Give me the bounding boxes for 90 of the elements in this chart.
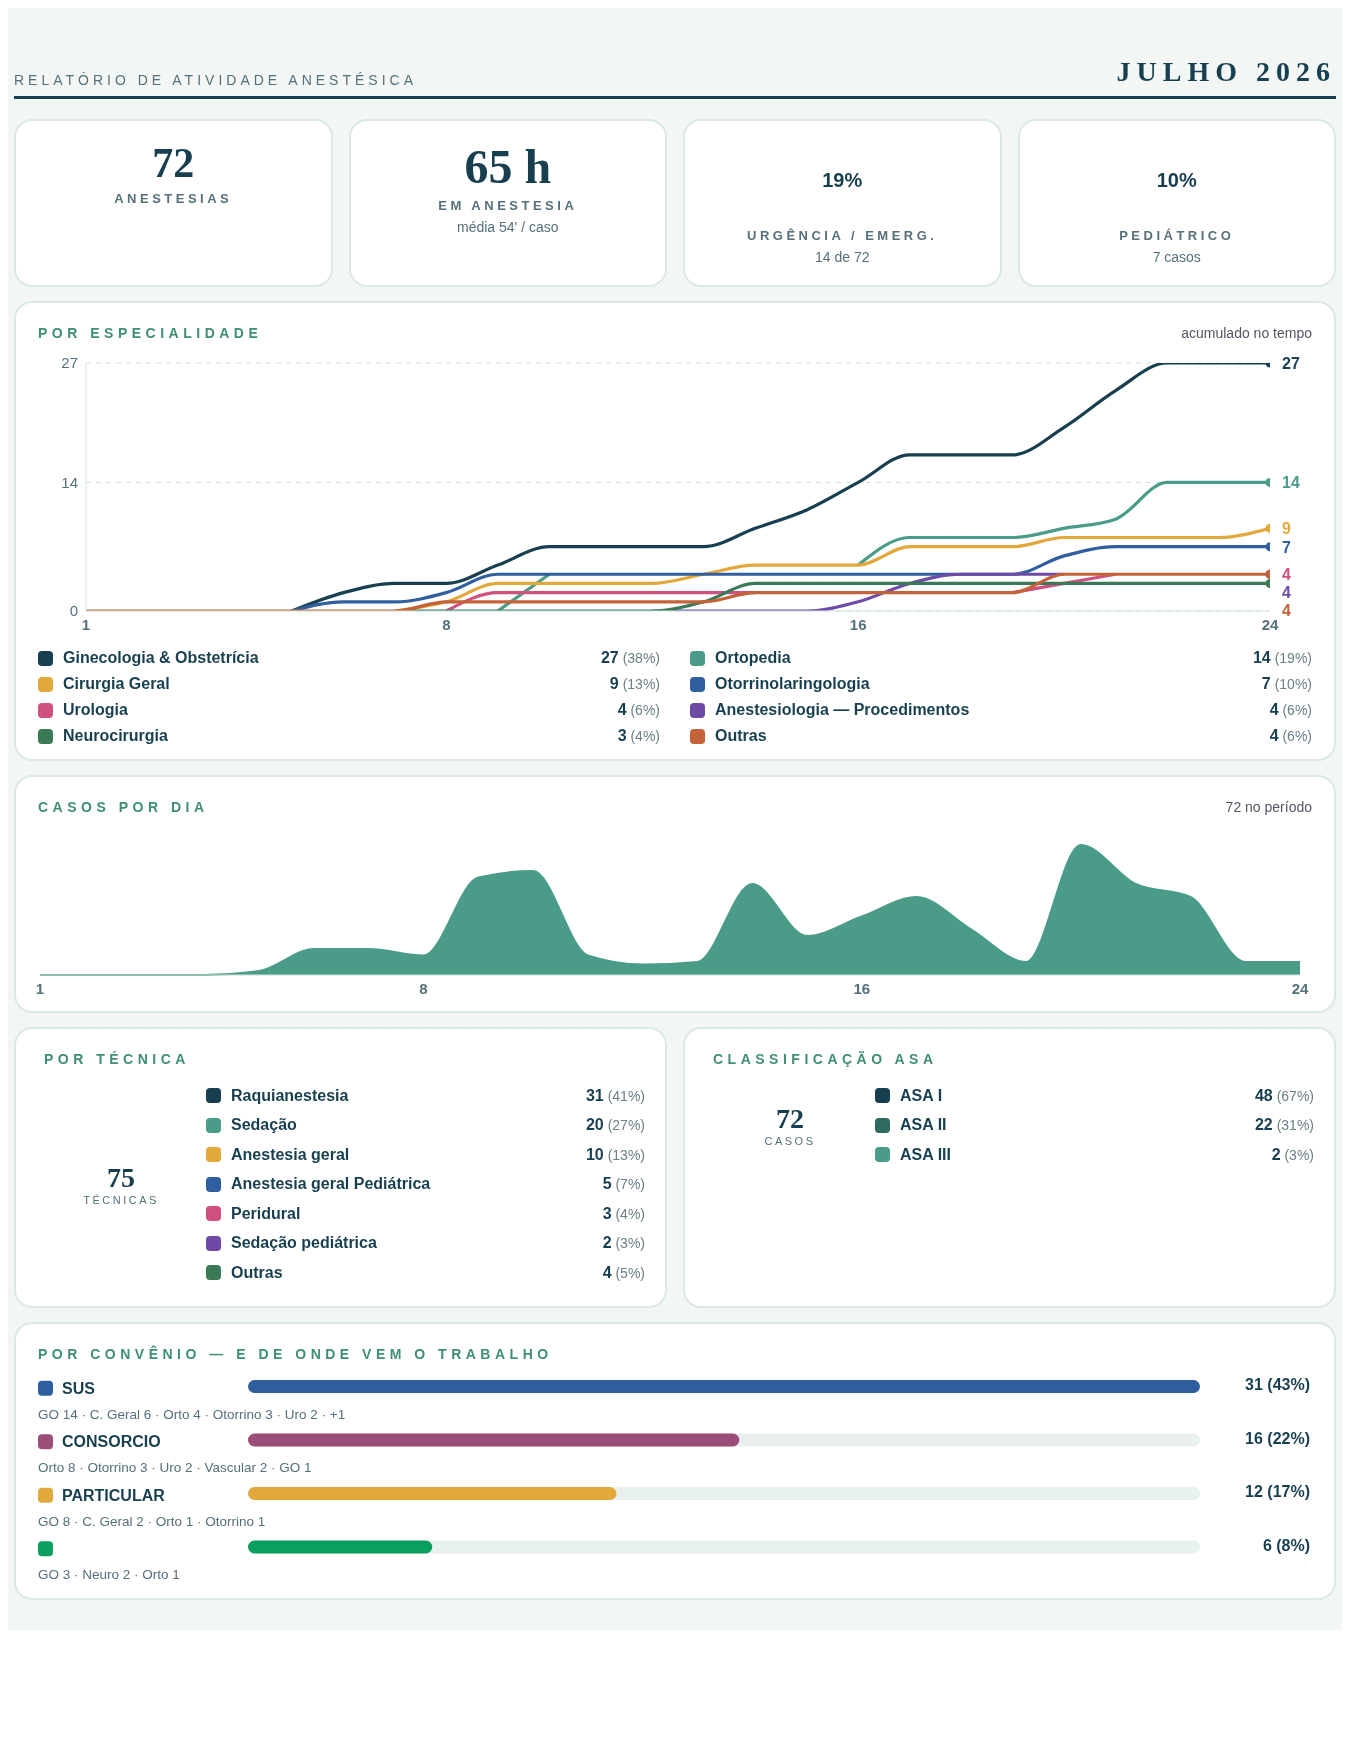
data-label: 31 (43%) bbox=[1245, 1375, 1310, 1393]
category-label: Outras bbox=[231, 1263, 284, 1282]
legend-label: Otorrinolaringologia bbox=[715, 675, 871, 693]
annotation: GO 14 · C. Geral 6 · Orto 4 · Otorrino 3 · Uro 2 · +1 bbox=[38, 1406, 346, 1422]
data-label: 9 bbox=[1282, 520, 1291, 538]
legend-label: Cirurgia Geral bbox=[63, 675, 171, 693]
bar bbox=[248, 1540, 433, 1553]
y-tick-label: CONSORCIO bbox=[62, 1432, 161, 1450]
y-tick-label: 0 bbox=[69, 602, 78, 620]
text: CASOS bbox=[763, 1135, 817, 1148]
chart-title: POR ESPECIALIDADE bbox=[38, 325, 263, 341]
x-tick-label: 1 bbox=[35, 979, 45, 997]
category-label: EM ANESTESIA bbox=[437, 198, 579, 213]
chart-title: POR CONVÊNIO — E DE ONDE VEM O TRABALHO bbox=[38, 1345, 553, 1362]
category-label: ASA I bbox=[900, 1086, 944, 1105]
category-label: Anestesia geral Pediátrica bbox=[231, 1175, 432, 1194]
text: JULHO 2026 bbox=[1116, 56, 1336, 88]
legend-label: Outras bbox=[715, 727, 768, 745]
chart-subtitle: 72 no período bbox=[1225, 799, 1312, 815]
text: RELATÓRIO DE ATIVIDADE ANESTÉSICA bbox=[14, 72, 417, 88]
data-label: 14 bbox=[1282, 474, 1300, 492]
text: CLASSIFICAÇÃO ASA bbox=[713, 1051, 938, 1067]
data-label: 7 bbox=[1282, 538, 1291, 556]
text: 2 (3%) bbox=[602, 1234, 645, 1252]
text: 72 bbox=[152, 140, 195, 186]
legend-label: Ginecologia & Obstetrícia bbox=[63, 649, 260, 667]
y-tick-label: SUS bbox=[62, 1379, 96, 1397]
text: 14 (19%) bbox=[1252, 649, 1312, 666]
category-label: ASA II bbox=[900, 1116, 948, 1135]
text: 10% bbox=[1156, 169, 1197, 191]
text: 31 (41%) bbox=[585, 1086, 645, 1104]
y-tick-label: PARTICULAR bbox=[62, 1486, 166, 1504]
category-label: Raquianestesia bbox=[231, 1086, 350, 1105]
text: 48 (67%) bbox=[1254, 1086, 1314, 1104]
text: 3 (4%) bbox=[602, 1204, 645, 1222]
data-label: 12 (17%) bbox=[1245, 1482, 1310, 1500]
y-tick-label: 27 bbox=[61, 354, 78, 372]
y-tick-label: 14 bbox=[61, 473, 78, 491]
text: 4 (6%) bbox=[617, 701, 660, 718]
text: 9 (13%) bbox=[609, 675, 660, 692]
text: 5 (7%) bbox=[602, 1175, 645, 1193]
chart-subtitle: acumulado no tempo bbox=[1181, 325, 1312, 341]
annotation: Orto 8 · Otorrino 3 · Uro 2 · Vascular 2 · GO 1 bbox=[38, 1459, 312, 1475]
text: 7 casos bbox=[1151, 249, 1202, 265]
text: 3 (4%) bbox=[617, 727, 660, 744]
category-label: ANESTESIAS bbox=[113, 191, 234, 206]
data-label: 4 bbox=[1282, 584, 1291, 602]
x-tick-label: 8 bbox=[419, 979, 428, 997]
x-tick-label: 16 bbox=[853, 979, 871, 997]
legend-label: Urologia bbox=[63, 701, 129, 719]
x-tick-label: 1 bbox=[81, 615, 91, 633]
x-tick-label: 24 bbox=[1261, 615, 1279, 633]
legend-label: Neurocirurgia bbox=[63, 727, 169, 745]
text: 4 (6%) bbox=[1269, 727, 1312, 744]
text: 65 h bbox=[464, 140, 552, 193]
text: 2 (3%) bbox=[1271, 1145, 1314, 1163]
text: GO 3 · Neuro 2 · Orto 1 bbox=[38, 1566, 180, 1582]
text: 75 bbox=[106, 1162, 136, 1194]
x-tick-label: 24 bbox=[1291, 979, 1309, 997]
category-label: URGÊNCIA / EMERG. bbox=[746, 228, 939, 243]
chart-title: CASOS POR DIA bbox=[38, 799, 209, 815]
data-label: 16 (22%) bbox=[1245, 1429, 1310, 1446]
text: 14 de 72 bbox=[814, 249, 871, 265]
category-label: Sedação bbox=[231, 1116, 298, 1135]
x-tick-label: 8 bbox=[442, 615, 451, 633]
x-tick-label: 16 bbox=[849, 615, 867, 633]
data-label: 27 bbox=[1282, 355, 1300, 372]
category-label: Sedação pediátrica bbox=[231, 1234, 378, 1253]
text: 4 (6%) bbox=[1269, 701, 1312, 718]
annotation: GO 8 · C. Geral 2 · Orto 1 · Otorrino 1 bbox=[38, 1513, 266, 1529]
text: POR TÉCNICA bbox=[44, 1051, 190, 1067]
legend-label: Anestesiologia — Procedimentos bbox=[715, 701, 971, 719]
text: 4 (5%) bbox=[602, 1263, 645, 1281]
category-label: PEDIÁTRICO bbox=[1118, 228, 1236, 243]
category-label: Peridural bbox=[231, 1204, 302, 1223]
data-label: 6 (8%) bbox=[1262, 1536, 1310, 1553]
data-label: 4 bbox=[1282, 602, 1291, 620]
text: 27 (38%) bbox=[600, 649, 660, 666]
data-label: 4 bbox=[1282, 566, 1291, 584]
text: 7 (10%) bbox=[1261, 675, 1312, 692]
text: média 54' / caso bbox=[456, 219, 560, 235]
category-label: Anestesia geral bbox=[231, 1145, 351, 1164]
text: 72 bbox=[775, 1103, 805, 1136]
text: 20 (27%) bbox=[585, 1116, 645, 1134]
text: TÉCNICAS bbox=[82, 1194, 160, 1207]
category-label: ASA III bbox=[900, 1145, 952, 1164]
legend-label: Ortopedia bbox=[715, 649, 792, 667]
text: 22 (31%) bbox=[1254, 1116, 1314, 1134]
text: 19% bbox=[822, 169, 863, 191]
text: 10 (13%) bbox=[585, 1145, 645, 1163]
